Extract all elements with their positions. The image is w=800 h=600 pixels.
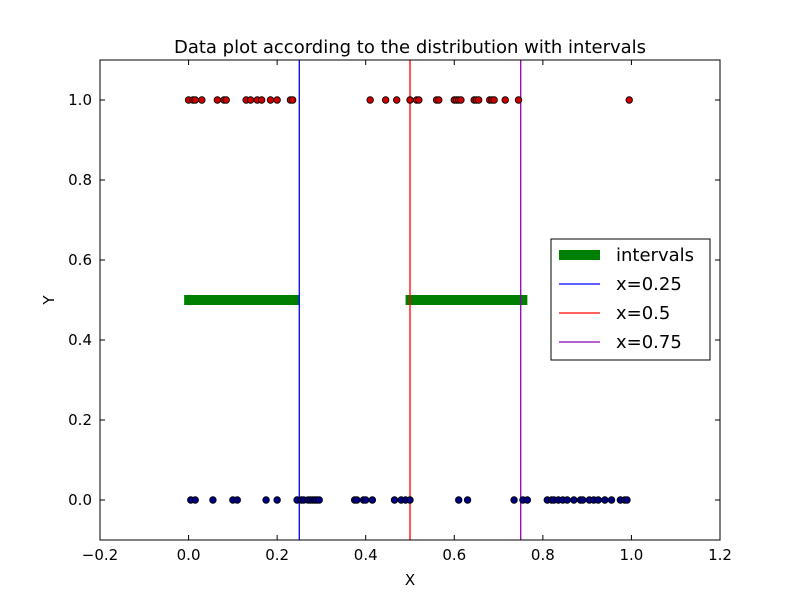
legend-label: x=0.25	[616, 274, 682, 295]
y-tick-label: 0.6	[68, 251, 92, 269]
point-y1-26	[457, 96, 465, 104]
legend-label: x=0.75	[616, 332, 682, 353]
point-y0-5	[262, 496, 270, 504]
point-y1-32	[490, 96, 498, 104]
x-axis-label: X	[405, 571, 415, 589]
point-y0-24	[406, 496, 414, 504]
point-y0-29	[523, 496, 532, 504]
legend-label: intervals	[616, 245, 694, 266]
x-tick-label: 1.2	[708, 546, 732, 564]
point-y1-20	[415, 96, 423, 104]
point-y0-1	[191, 496, 199, 504]
point-y1-29	[474, 96, 483, 104]
point-y0-27	[510, 496, 518, 504]
point-y1-11	[266, 96, 275, 104]
point-y1-22	[435, 96, 443, 104]
point-y1-14	[288, 96, 297, 104]
point-y1-3	[198, 96, 206, 104]
y-tick-label: 0.4	[68, 331, 92, 349]
point-y0-25	[455, 496, 463, 504]
point-y0-38	[579, 496, 587, 504]
point-y0-17	[353, 496, 361, 504]
point-y1-10	[257, 96, 266, 104]
point-y1-34	[514, 96, 523, 104]
legend: intervals x=0.25 x=0.5 x=0.75	[550, 238, 711, 361]
point-y0-19	[362, 496, 370, 504]
x-tick-label: 0.0	[177, 546, 201, 564]
point-y0-35	[563, 496, 571, 504]
x-tick-label: 0.4	[354, 546, 378, 564]
point-y0-2	[209, 496, 217, 504]
axes-frame	[99, 59, 721, 541]
point-y1-33	[501, 96, 509, 104]
point-y0-46	[623, 496, 631, 504]
point-y1-2	[191, 96, 199, 104]
x-tick-label: −0.2	[82, 546, 118, 564]
point-y0-6	[273, 496, 281, 504]
x-tick-label: 0.6	[442, 546, 466, 564]
y-axis-label: Y	[40, 295, 58, 306]
point-y1-35	[625, 96, 633, 104]
point-y1-12	[273, 96, 281, 104]
x-tick-label: 0.8	[531, 546, 555, 564]
legend-label: x=0.5	[616, 303, 670, 324]
x-tick-label: 0.2	[265, 546, 289, 564]
point-y1-17	[393, 96, 401, 104]
point-y1-16	[381, 96, 390, 104]
y-tick-label: 1.0	[68, 91, 92, 109]
point-y0-26	[463, 496, 472, 504]
point-y0-15	[315, 496, 323, 504]
point-y0-21	[390, 496, 399, 504]
chart-title: Data plot according to the distribution …	[174, 37, 646, 58]
point-y0-4	[233, 496, 241, 504]
point-y1-4	[213, 96, 222, 104]
point-y0-36	[570, 496, 578, 504]
y-tick-label: 0.2	[68, 411, 92, 429]
axes: −0.2 0.0 0.2 0.4 0.6 0.8 1.0 1.2 0.0 0.2 0.4 0.6 0.8…	[68, 59, 732, 564]
point-y1-18	[406, 96, 414, 104]
y-tick-label: 0.0	[68, 491, 92, 509]
point-y0-43	[607, 496, 616, 504]
plot-area	[184, 60, 633, 540]
x-tick-label: 1.0	[619, 546, 643, 564]
point-y1-8	[246, 96, 255, 104]
point-y0-41	[594, 496, 602, 504]
y-tick-label: 0.8	[68, 171, 92, 189]
point-y1-6	[222, 96, 230, 104]
point-y1-15	[366, 96, 374, 104]
point-y0-20	[368, 496, 377, 504]
point-y0-42	[601, 496, 609, 504]
